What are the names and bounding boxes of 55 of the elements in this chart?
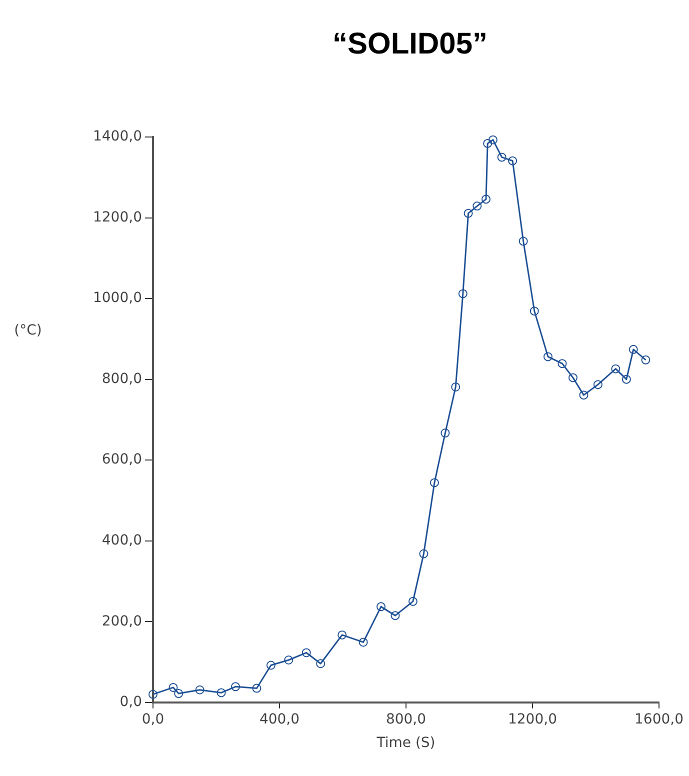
point	[488, 135, 498, 144]
point	[148, 690, 158, 699]
point	[419, 549, 428, 558]
point	[316, 659, 326, 668]
point	[593, 380, 602, 390]
x-tick-label: 400,0	[259, 711, 300, 728]
y-tick-label: 400,0	[102, 532, 142, 548]
point	[558, 359, 567, 368]
point	[641, 355, 650, 364]
point	[482, 194, 491, 204]
chart-title: “SOLID05”	[332, 27, 488, 60]
y-tick-label: 1400,0	[92, 128, 142, 145]
point	[622, 374, 631, 384]
y-tick-label: 200,0	[102, 613, 142, 630]
point	[611, 364, 620, 374]
y-tick-label: 1200,0	[92, 209, 142, 226]
y-axis-title: (°C)	[14, 322, 42, 339]
x-tick-label: 1200,0	[508, 711, 557, 728]
point	[195, 685, 204, 694]
point	[302, 648, 311, 658]
point	[568, 373, 578, 382]
point	[483, 138, 492, 148]
point	[430, 478, 439, 488]
y-tick-label: 600,0	[102, 452, 142, 468]
x-tick-label: 1600,0	[634, 711, 684, 728]
point	[252, 684, 262, 693]
point	[390, 611, 400, 620]
y-tick-label: 800,0	[102, 370, 142, 387]
point	[628, 344, 638, 354]
point	[266, 660, 276, 670]
point	[408, 596, 418, 606]
point	[168, 682, 178, 692]
point	[472, 202, 482, 211]
point	[174, 689, 184, 698]
point	[440, 428, 450, 438]
x-tick-label: 800,0	[386, 711, 426, 728]
point	[216, 688, 226, 698]
point	[464, 208, 473, 218]
y-tick-label: 1000,0	[92, 290, 142, 306]
point	[497, 152, 506, 162]
point	[284, 655, 294, 664]
point	[458, 289, 468, 298]
y-tick-label: 0,0	[120, 694, 142, 710]
point	[579, 390, 588, 400]
point	[518, 236, 528, 246]
x-tick-label: 0,0	[142, 711, 164, 728]
point	[530, 306, 539, 316]
point	[231, 682, 240, 692]
point	[376, 602, 386, 612]
point	[543, 352, 552, 362]
point	[338, 630, 347, 640]
point	[451, 382, 460, 392]
point	[508, 156, 518, 166]
x-axis-title: Time (S)	[376, 735, 436, 752]
point	[358, 638, 368, 647]
